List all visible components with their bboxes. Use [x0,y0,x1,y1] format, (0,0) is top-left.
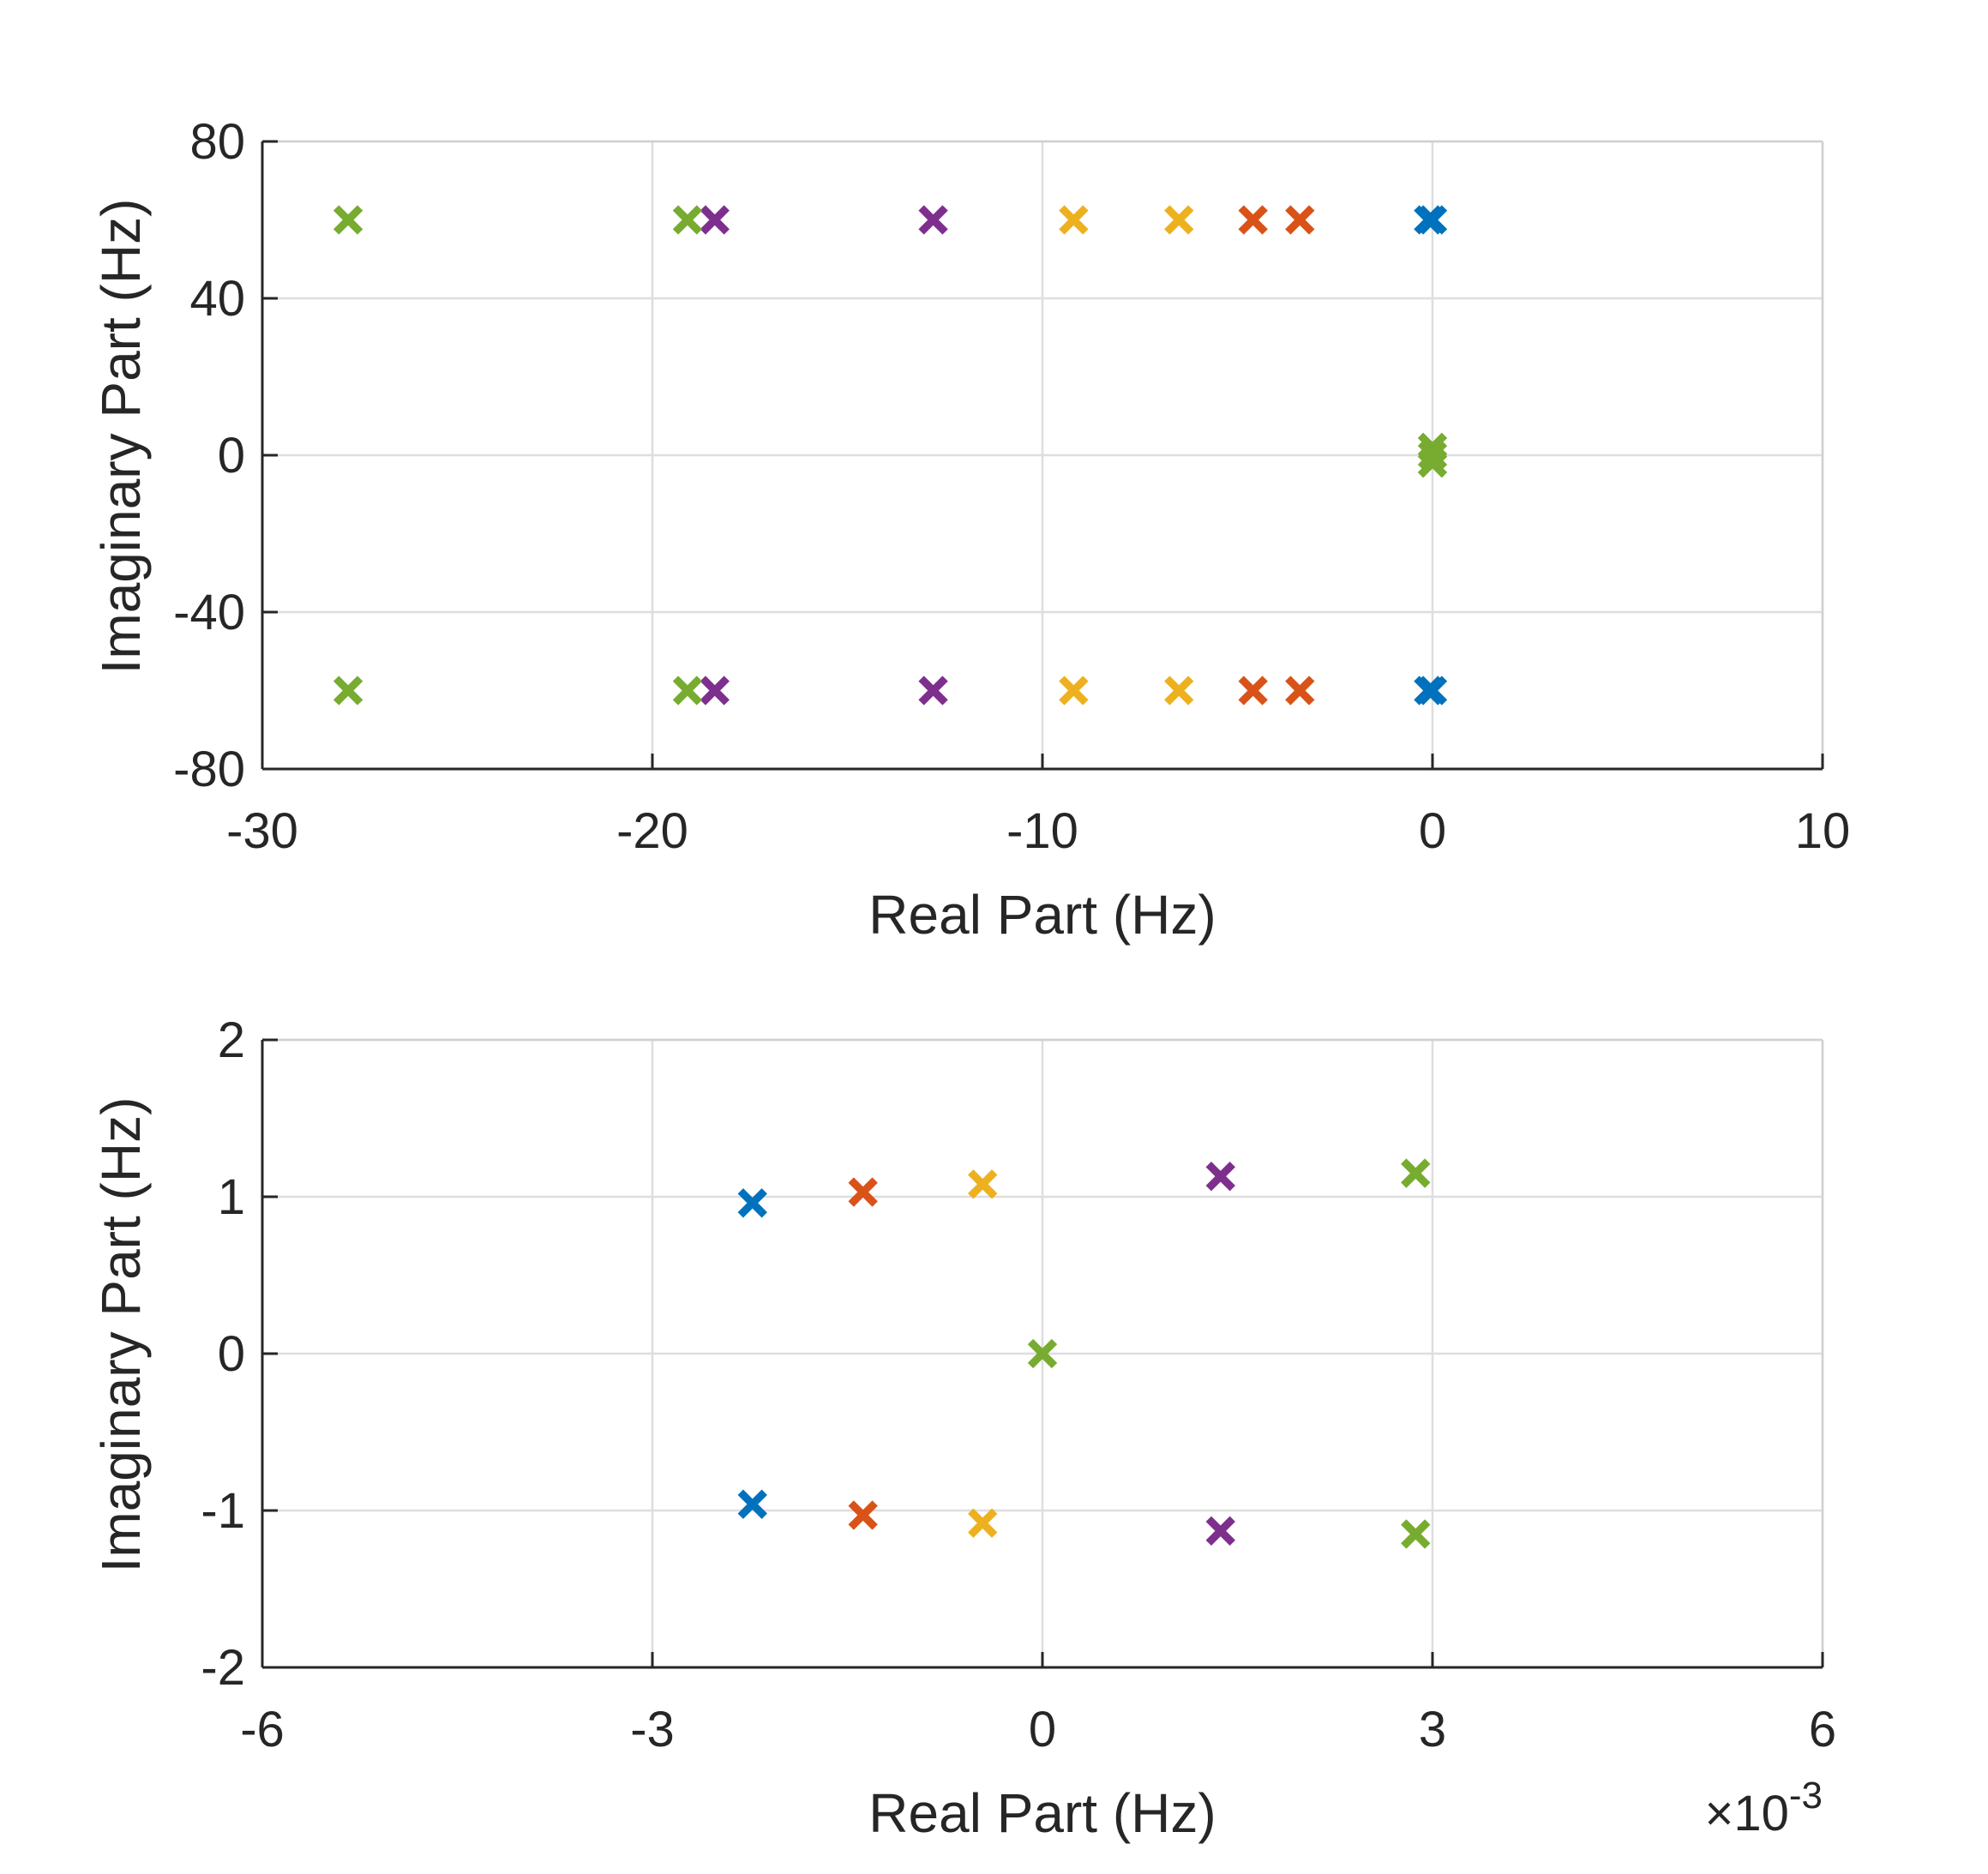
x-tick-labels: -30 -20 -10 0 10 [226,803,1850,859]
y-tick-label: -2 [201,1640,245,1696]
data-point-marker [848,1177,878,1207]
data-point-marker [672,676,703,706]
exponent-base: ×10 [1704,1786,1788,1841]
y-axis-label: Imaginary Part (Hz) [90,199,152,675]
data-point-marker [1027,1338,1058,1369]
axes-frame [261,1038,1824,1669]
data-point-marker [1238,676,1268,706]
x-tick-label: -3 [630,1702,675,1757]
x-tick-label: -6 [240,1702,285,1757]
y-tick-labels: -2 -1 0 1 2 [201,1012,245,1696]
x-tick-label: -10 [1006,803,1078,859]
data-point-marker [918,676,948,706]
data-point-marker [1285,205,1315,235]
data-markers [737,1158,1431,1549]
data-point-marker [1285,676,1315,706]
x-tick-label: -20 [616,803,688,859]
y-tick-label: -1 [201,1483,245,1539]
data-point-marker [672,205,703,235]
x-axis-label: Real Part (Hz) [868,884,1216,946]
data-point-marker [700,676,730,706]
data-point-marker [1414,205,1444,235]
data-point-marker [968,1508,998,1538]
data-point-marker [1205,1162,1235,1192]
data-point-marker [1401,1519,1431,1549]
data-point-marker [700,205,730,235]
data-point-marker [1417,447,1448,478]
data-point-marker [1401,1158,1431,1188]
x-tick-label: 6 [1809,1702,1836,1757]
y-tick-label: -40 [173,585,245,640]
x-tick-label: 10 [1795,803,1851,859]
y-tick-label: 0 [218,1326,245,1382]
y-tick-labels: -80 -40 0 40 80 [173,114,245,797]
x-tick-label: -30 [226,803,298,859]
data-point-marker [333,676,363,706]
x-tick-label: 0 [1419,803,1446,859]
bottom-scatter-plot: -6 -3 0 3 6 -2 -1 0 1 2 Real Part (Hz) Imaginary… [90,1012,1836,1844]
data-point-marker [848,1500,878,1530]
data-point-marker [737,1489,767,1519]
data-point-marker [918,205,948,235]
x-tick-label: 0 [1029,1702,1056,1757]
x-exponent-label: ×10-3 [1704,1775,1823,1841]
data-point-marker [1205,1516,1235,1546]
data-point-marker [968,1169,998,1199]
y-tick-label: -80 [173,742,245,797]
y-tick-label: 80 [189,114,245,170]
grid-lines [261,140,1824,771]
y-tick-label: 2 [218,1012,245,1068]
axes-frame [261,140,1824,771]
data-point-marker [1238,205,1268,235]
x-tick-label: 3 [1419,1702,1446,1757]
data-point-marker [1059,205,1089,235]
data-markers [333,205,1448,706]
data-point-marker [1417,440,1448,471]
y-tick-label: 0 [218,428,245,484]
exponent-power: -3 [1789,1775,1823,1817]
data-point-marker [1414,676,1444,706]
y-tick-label: 40 [189,271,245,327]
y-axis-label: Imaginary Part (Hz) [90,1097,152,1573]
x-tick-labels: -6 -3 0 3 6 [240,1702,1836,1757]
x-axis-label: Real Part (Hz) [868,1782,1216,1844]
data-point-marker [737,1188,767,1218]
data-point-marker [1164,205,1194,235]
data-point-marker [1059,676,1089,706]
data-point-marker [333,205,363,235]
data-point-marker [1164,676,1194,706]
y-tick-label: 1 [218,1169,245,1225]
